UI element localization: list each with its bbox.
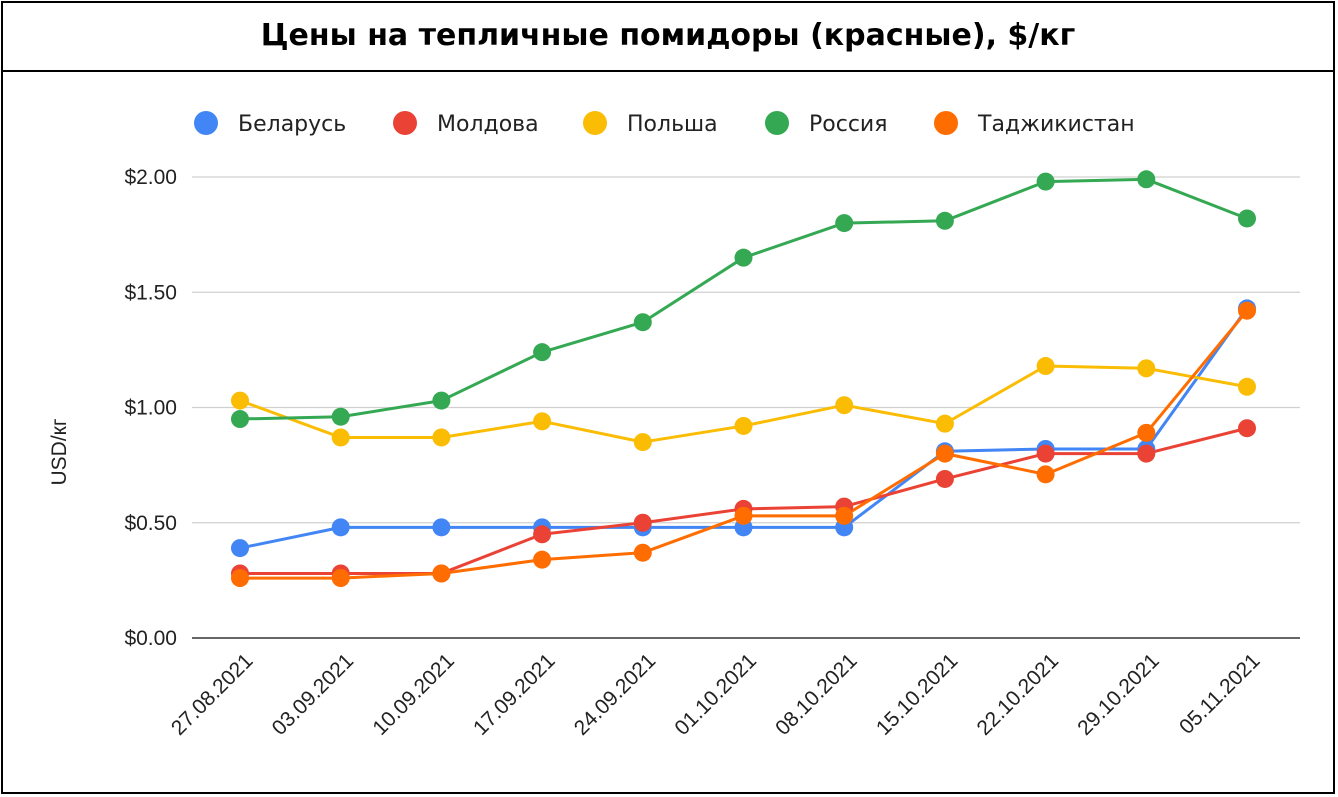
data-point (231, 391, 249, 410)
data-point (331, 428, 350, 447)
data-point (533, 525, 552, 544)
x-tick-label: 01.10.2021 (670, 649, 761, 740)
data-point (835, 506, 854, 525)
data-point (432, 518, 451, 537)
data-point (1238, 301, 1256, 320)
data-point (935, 211, 954, 230)
data-point (331, 569, 350, 588)
data-point (1036, 444, 1055, 463)
data-point (633, 543, 652, 562)
chart-title-bar: Цены на тепличные помидоры (красные), $/… (1, 1, 1335, 72)
legend-label: Молдова (437, 112, 539, 137)
data-point (1137, 444, 1156, 463)
legend-label: Польша (627, 112, 718, 137)
data-point (331, 407, 350, 426)
legend-item: Польша (583, 111, 718, 137)
data-point (835, 396, 854, 415)
data-point (935, 444, 954, 463)
data-point (1036, 465, 1055, 484)
x-tick-label: 17.09.2021 (469, 649, 560, 740)
y-tick-label: $1.00 (124, 397, 177, 420)
legend-item: Молдова (393, 111, 539, 137)
legend-item: Таджикистан (934, 111, 1135, 137)
y-tick-label: $0.50 (124, 512, 177, 535)
data-point (432, 391, 451, 410)
data-point (633, 513, 652, 532)
data-point (331, 518, 350, 537)
data-point (935, 414, 954, 433)
series-points (231, 170, 1256, 588)
y-axis-ticks: $0.00 $0.50 $1.00 $1.50 $2.00 (124, 166, 177, 650)
x-tick-label: 03.09.2021 (268, 649, 359, 740)
y-axis-title: USD/кг (48, 418, 71, 485)
y-tick-label: $2.00 (124, 166, 177, 189)
legend-marker (765, 111, 789, 135)
x-tick-label: 27.08.2021 (167, 649, 258, 740)
data-point (1238, 419, 1256, 438)
legend-label: Беларусь (238, 112, 346, 137)
gridlines (192, 176, 1300, 639)
legend-label: Россия (809, 112, 887, 137)
legend-marker (194, 111, 218, 135)
data-point (1036, 357, 1055, 376)
y-tick-label: $1.50 (124, 281, 177, 304)
data-point (935, 469, 954, 488)
data-point (432, 428, 451, 447)
chart-title: Цены на тепличные помидоры (красные), $/… (260, 18, 1076, 53)
x-axis-ticks: 27.08.2021 03.09.2021 10.09.2021 17.09.2021… (167, 649, 1265, 740)
legend-marker (934, 111, 958, 135)
data-point (231, 410, 249, 429)
x-tick-label: 29.10.2021 (1073, 649, 1164, 740)
data-point (633, 313, 652, 332)
data-point (1036, 172, 1055, 191)
y-tick-label: $0.00 (124, 627, 177, 650)
legend-item: Беларусь (194, 111, 346, 137)
data-point (1137, 359, 1156, 378)
data-point (231, 539, 249, 558)
data-point (734, 506, 753, 525)
x-tick-label: 24.09.2021 (570, 649, 661, 740)
x-tick-label: 08.10.2021 (771, 649, 862, 740)
legend-marker (583, 111, 607, 135)
data-point (1137, 423, 1156, 442)
legend-item: Россия (765, 111, 887, 137)
x-tick-label: 15.10.2021 (872, 649, 963, 740)
legend-label: Таджикистан (977, 112, 1135, 137)
data-point (633, 433, 652, 452)
series-line (239, 177, 1248, 421)
series-line (240, 309, 1249, 580)
data-point (231, 569, 249, 588)
legend: Беларусь Молдова Польша Россия Таджикистан (194, 111, 1135, 137)
data-point (734, 248, 753, 267)
data-point (734, 416, 753, 435)
data-point (533, 550, 552, 569)
data-point (1238, 209, 1256, 228)
data-point (432, 564, 451, 583)
data-point (533, 412, 552, 431)
data-point (1137, 170, 1156, 189)
x-tick-label: 22.10.2021 (973, 649, 1064, 740)
x-tick-label: 05.11.2021 (1175, 649, 1264, 738)
legend-marker (393, 111, 417, 135)
data-point (533, 343, 552, 362)
data-point (1238, 377, 1256, 396)
x-tick-label: 10.09.2021 (368, 649, 459, 740)
data-point (835, 214, 854, 233)
